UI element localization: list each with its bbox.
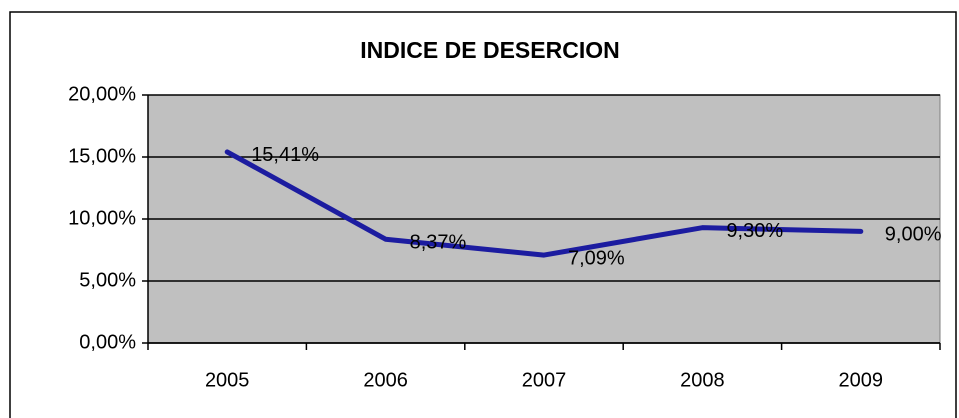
data-label: 9,00% (885, 224, 942, 246)
y-tick-label: 0,00% (79, 331, 136, 353)
chart-title: INDICE DE DESERCION (360, 37, 619, 63)
y-tick-label: 20,00% (68, 83, 136, 105)
x-tick-label: 2009 (839, 369, 884, 391)
data-label: 8,37% (410, 231, 467, 253)
line (224, 149, 864, 258)
data-label: 7,09% (568, 247, 625, 269)
x-tick-label: 2005 (205, 369, 250, 391)
y-tick-label: 5,00% (79, 269, 136, 291)
data-label: 15,41% (251, 144, 319, 166)
x-tick-label: 2007 (522, 369, 567, 391)
y-tick-label: 10,00% (68, 207, 136, 229)
y-tick-label: 15,00% (68, 145, 136, 167)
x-tick-label: 2008 (680, 369, 725, 391)
data-label: 9,30% (726, 220, 783, 242)
x-tick-label: 2006 (363, 369, 408, 391)
